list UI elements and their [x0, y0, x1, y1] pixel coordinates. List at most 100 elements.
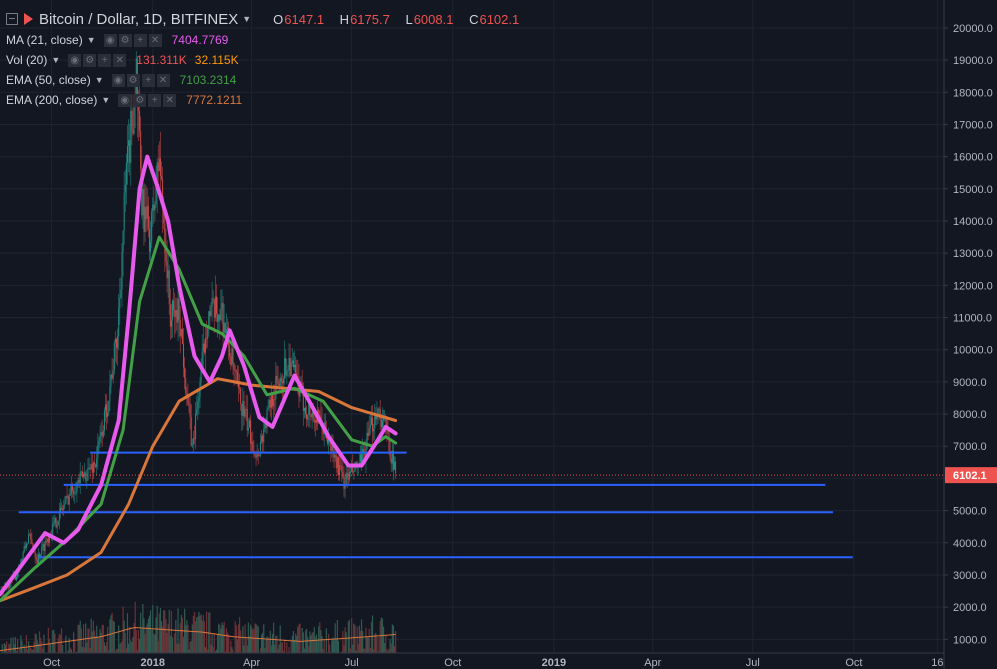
volume-bar: [70, 649, 73, 653]
volume-bar: [200, 614, 202, 653]
volume-bar: [311, 633, 313, 653]
chevron-down-icon[interactable]: ▼: [242, 14, 252, 24]
volume-bar: [379, 620, 381, 653]
volume-bar: [229, 651, 231, 653]
candle-body: [252, 441, 254, 451]
volume-bar: [26, 649, 29, 653]
chevron-down-icon[interactable]: ▼: [86, 35, 96, 45]
candle-body: [307, 415, 309, 420]
settings-icon[interactable]: ⚙: [133, 93, 147, 107]
volume-bar: [165, 619, 167, 653]
candle-body: [220, 308, 222, 321]
indicator-name[interactable]: EMA (200, close): [6, 93, 98, 107]
candle-body: [336, 457, 338, 469]
candle-body: [98, 441, 100, 446]
chevron-down-icon[interactable]: ▼: [94, 75, 104, 85]
more-icon[interactable]: +: [98, 53, 112, 67]
volume-bar: [265, 639, 267, 653]
price-axis[interactable]: 1000.02000.03000.04000.05000.06000.07000…: [943, 0, 997, 669]
volume-bar: [195, 621, 197, 653]
horizontal-support-lines[interactable]: [18, 451, 853, 559]
more-icon[interactable]: +: [148, 93, 162, 107]
settings-icon[interactable]: ⚙: [83, 53, 97, 67]
indicator-name[interactable]: EMA (50, close): [6, 73, 91, 87]
ohlc-close-value: 6102.1: [479, 11, 520, 27]
candle-body: [363, 449, 365, 453]
eye-icon[interactable]: ◉: [103, 33, 117, 47]
volume-bar: [242, 626, 244, 653]
close-icon[interactable]: ✕: [163, 93, 177, 107]
volume-bar: [367, 637, 369, 653]
volume-bar: [113, 621, 115, 653]
volume-bar: [48, 638, 51, 653]
indicator-name[interactable]: Vol (20): [6, 53, 48, 67]
candle-body: [394, 461, 396, 470]
more-icon[interactable]: +: [133, 33, 147, 47]
volume-bar: [257, 626, 259, 653]
volume-bar: [316, 640, 319, 653]
volume-bar: [341, 651, 343, 653]
candle-body: [376, 415, 378, 420]
volume-bar: [384, 642, 386, 653]
symbol-row[interactable]: Bitcoin / Dollar, 1D, BITFINEX ▼ O6147.1…: [6, 8, 519, 30]
candle-body: [197, 401, 199, 409]
candle-body: [92, 462, 94, 473]
indicator-row-ema200[interactable]: EMA (200, close) ▼ ◉ ⚙ + ✕ 7772.1211: [6, 90, 519, 110]
indicator-row-ema50[interactable]: EMA (50, close) ▼ ◉ ⚙ + ✕ 7103.2314: [6, 70, 519, 90]
volume-bar: [196, 617, 198, 653]
candle-body: [101, 431, 103, 437]
ohlc-values: O6147.1 H6175.7 L6008.1 C6102.1: [261, 12, 519, 27]
volume-bar: [204, 647, 207, 653]
indicator-line: [0, 235, 398, 603]
indicator-name[interactable]: MA (21, close): [6, 33, 83, 47]
candle-body: [374, 413, 376, 429]
volume-bar: [392, 625, 395, 653]
volume-bar: [37, 644, 40, 653]
eye-icon[interactable]: ◉: [111, 73, 125, 87]
collapse-icon[interactable]: [6, 13, 18, 25]
more-icon[interactable]: +: [141, 73, 155, 87]
volume-bar: [82, 624, 85, 653]
time-axis[interactable]: Oct 2018 Apr Jul Oct 2019 Apr Jul Oct 16: [0, 652, 944, 669]
settings-icon[interactable]: ⚙: [126, 73, 140, 87]
symbol-title[interactable]: Bitcoin / Dollar, 1D, BITFINEX: [39, 10, 239, 28]
volume-bar: [388, 648, 390, 653]
volume-bar: [147, 618, 149, 653]
volume-bar: [145, 626, 147, 653]
chevron-down-icon[interactable]: ▼: [101, 95, 111, 105]
settings-icon[interactable]: ⚙: [118, 33, 132, 47]
volume-bar: [105, 642, 108, 653]
close-icon[interactable]: ✕: [113, 53, 127, 67]
indicator-row-ma21[interactable]: MA (21, close) ▼ ◉ ⚙ + ✕ 7404.7769: [6, 30, 519, 50]
eye-icon[interactable]: ◉: [118, 93, 132, 107]
volume-bar: [73, 632, 75, 653]
eye-icon[interactable]: ◉: [68, 53, 82, 67]
close-icon[interactable]: ✕: [148, 33, 162, 47]
volume-bar: [227, 634, 230, 653]
volume-bar: [103, 642, 106, 653]
volume-bar: [111, 612, 113, 653]
price-tick-label: 1000.0: [953, 634, 987, 646]
volume-bar: [218, 623, 220, 653]
candle-body: [313, 419, 315, 423]
close-icon[interactable]: ✕: [156, 73, 170, 87]
price-tick-label: 3000.0: [953, 570, 987, 582]
candle-body: [187, 396, 189, 404]
candle-body: [64, 503, 66, 506]
candle-body: [206, 338, 208, 340]
chevron-down-icon[interactable]: ▼: [51, 55, 61, 65]
candle-body: [183, 343, 185, 368]
time-tick-label: 2018: [141, 657, 165, 669]
candle-body: [109, 386, 111, 401]
volume-bar: [59, 635, 62, 653]
candle-body: [309, 403, 311, 416]
candle-body: [151, 211, 153, 242]
candle-body: [132, 130, 134, 134]
candle-body: [168, 270, 170, 305]
indicator-row-volume[interactable]: Vol (20) ▼ ◉ ⚙ + ✕ 131.311K 32.115K: [6, 50, 519, 70]
volume-bar: [104, 645, 107, 653]
volume-bar: [190, 640, 192, 653]
volume-bar: [126, 613, 129, 653]
candle-body: [121, 251, 123, 290]
